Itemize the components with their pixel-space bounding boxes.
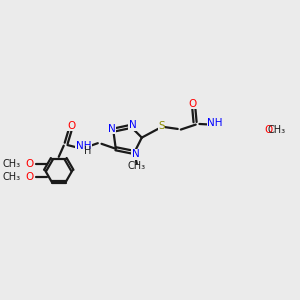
Text: O: O (67, 121, 75, 131)
Text: CH₃: CH₃ (128, 161, 146, 171)
Text: N: N (108, 124, 115, 134)
Text: O: O (265, 124, 273, 135)
Text: CH₃: CH₃ (268, 124, 286, 135)
Text: NH: NH (76, 141, 91, 151)
Text: H: H (84, 146, 91, 156)
Text: N: N (129, 120, 136, 130)
Text: CH₃: CH₃ (3, 172, 21, 182)
Text: O: O (188, 98, 197, 109)
Text: O: O (26, 172, 34, 182)
Text: N: N (132, 149, 140, 159)
Text: O: O (26, 159, 34, 169)
Text: NH: NH (207, 118, 223, 128)
Text: CH₃: CH₃ (3, 159, 21, 169)
Text: S: S (158, 122, 165, 131)
